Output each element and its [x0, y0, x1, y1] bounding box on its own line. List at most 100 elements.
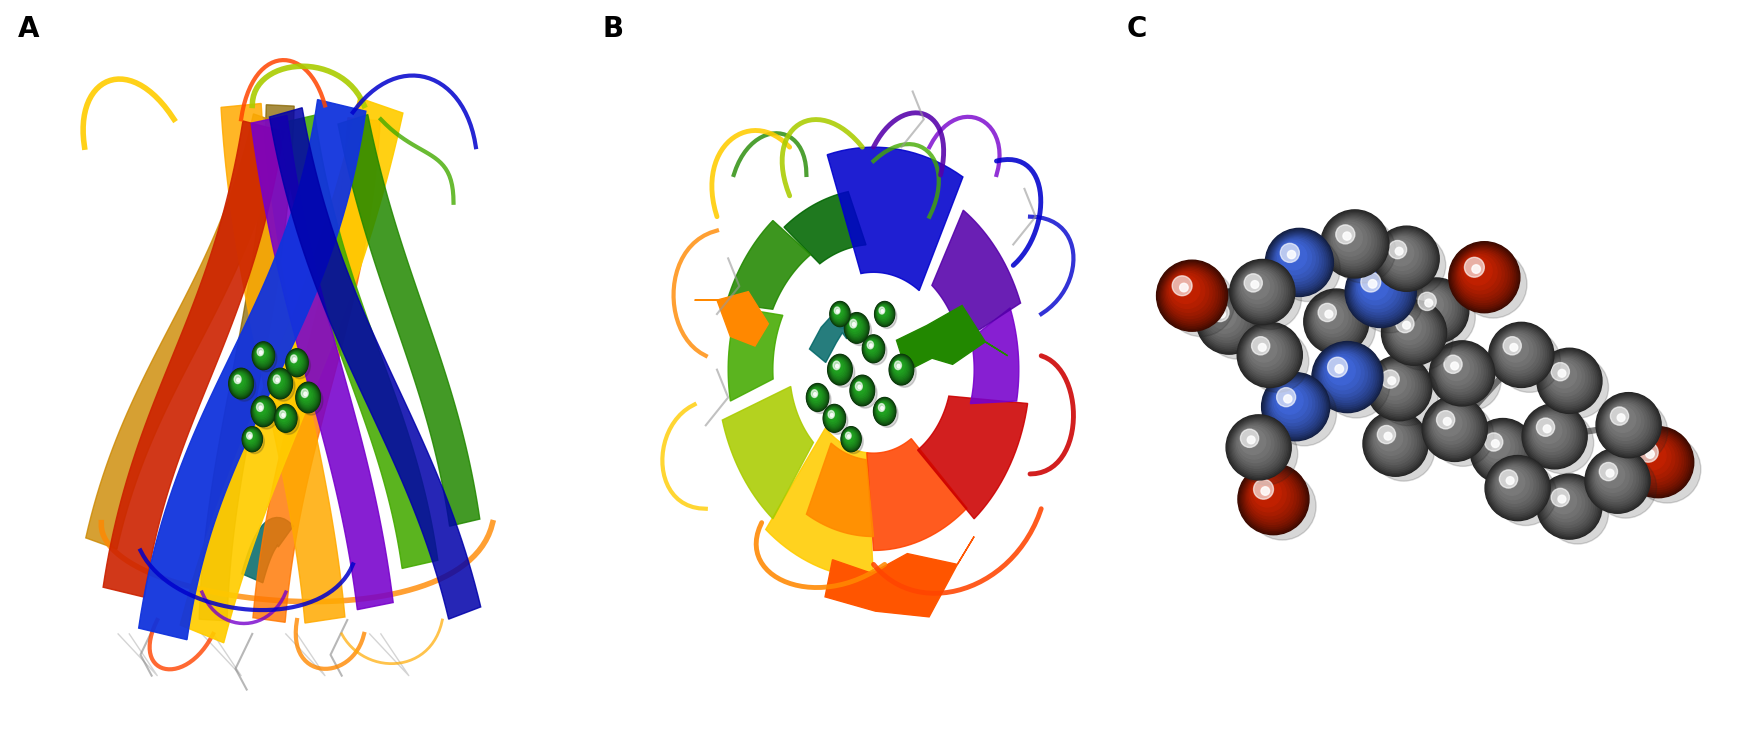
Circle shape [1488, 459, 1546, 517]
Circle shape [276, 378, 280, 383]
Circle shape [1543, 354, 1595, 406]
Circle shape [1377, 365, 1417, 406]
Circle shape [1419, 292, 1436, 310]
Circle shape [1375, 423, 1406, 455]
Circle shape [1326, 214, 1384, 272]
Circle shape [1328, 357, 1347, 377]
Circle shape [867, 340, 877, 354]
Circle shape [257, 403, 264, 411]
Circle shape [877, 401, 893, 420]
Circle shape [807, 384, 828, 411]
Circle shape [1474, 422, 1532, 479]
Circle shape [1551, 362, 1569, 381]
Circle shape [828, 411, 835, 419]
Circle shape [1315, 301, 1349, 333]
Circle shape [1305, 290, 1368, 353]
Polygon shape [727, 220, 811, 310]
Circle shape [229, 369, 253, 398]
Circle shape [1450, 362, 1460, 371]
Circle shape [1268, 380, 1321, 431]
Circle shape [1200, 293, 1258, 350]
Circle shape [856, 382, 865, 394]
Circle shape [232, 372, 250, 393]
Circle shape [1167, 269, 1235, 337]
Polygon shape [826, 147, 963, 291]
Circle shape [1270, 234, 1328, 291]
Circle shape [1275, 237, 1340, 302]
Circle shape [1384, 302, 1445, 363]
Circle shape [1254, 479, 1274, 499]
Circle shape [1314, 299, 1352, 337]
Circle shape [1604, 400, 1649, 446]
Circle shape [271, 372, 288, 393]
Circle shape [1392, 310, 1429, 348]
Circle shape [832, 304, 847, 324]
Circle shape [846, 432, 853, 442]
Circle shape [832, 305, 846, 322]
Circle shape [1380, 233, 1429, 282]
Circle shape [874, 398, 894, 425]
Circle shape [1235, 264, 1289, 319]
Circle shape [1207, 299, 1244, 337]
Circle shape [1546, 483, 1588, 525]
Circle shape [1537, 475, 1600, 538]
Circle shape [1164, 268, 1218, 321]
Circle shape [1368, 279, 1378, 290]
Circle shape [1247, 330, 1309, 392]
Circle shape [1356, 268, 1398, 309]
Circle shape [1230, 259, 1295, 324]
Circle shape [231, 370, 252, 397]
Circle shape [1272, 381, 1336, 446]
Circle shape [1218, 310, 1226, 319]
Polygon shape [825, 537, 975, 617]
Circle shape [851, 376, 874, 405]
Circle shape [853, 378, 872, 401]
Circle shape [826, 408, 847, 434]
Circle shape [863, 337, 884, 361]
Circle shape [232, 373, 248, 392]
Circle shape [1377, 364, 1438, 425]
Circle shape [304, 392, 307, 396]
Polygon shape [867, 438, 966, 550]
Circle shape [877, 401, 898, 427]
Circle shape [1349, 261, 1412, 324]
Circle shape [1459, 250, 1527, 318]
Circle shape [1162, 265, 1221, 325]
Circle shape [293, 357, 297, 362]
Circle shape [1426, 400, 1483, 458]
Circle shape [245, 430, 257, 445]
Circle shape [875, 302, 894, 326]
Circle shape [1331, 218, 1396, 283]
Circle shape [1282, 394, 1293, 404]
Circle shape [835, 307, 842, 317]
Circle shape [1209, 301, 1240, 333]
Circle shape [1274, 236, 1321, 284]
Circle shape [1303, 289, 1370, 354]
Circle shape [846, 313, 868, 343]
Circle shape [867, 341, 874, 349]
Circle shape [1406, 281, 1466, 339]
Polygon shape [970, 308, 1019, 403]
Circle shape [1413, 287, 1455, 329]
Circle shape [1307, 293, 1364, 350]
Circle shape [1488, 322, 1553, 387]
Circle shape [828, 356, 851, 384]
Circle shape [1240, 466, 1307, 532]
Circle shape [1590, 453, 1644, 508]
Circle shape [278, 408, 293, 427]
Circle shape [1329, 220, 1373, 263]
Circle shape [1597, 460, 1630, 493]
Circle shape [1377, 425, 1396, 444]
Circle shape [1326, 216, 1382, 270]
Circle shape [1501, 335, 1532, 367]
Circle shape [1544, 482, 1590, 528]
Circle shape [1382, 302, 1445, 364]
Circle shape [1639, 442, 1658, 462]
Circle shape [1242, 272, 1274, 304]
Circle shape [1548, 486, 1581, 518]
Circle shape [1371, 420, 1413, 462]
Circle shape [274, 404, 297, 432]
Circle shape [1377, 425, 1403, 451]
Circle shape [1490, 461, 1543, 513]
Circle shape [1378, 367, 1412, 400]
